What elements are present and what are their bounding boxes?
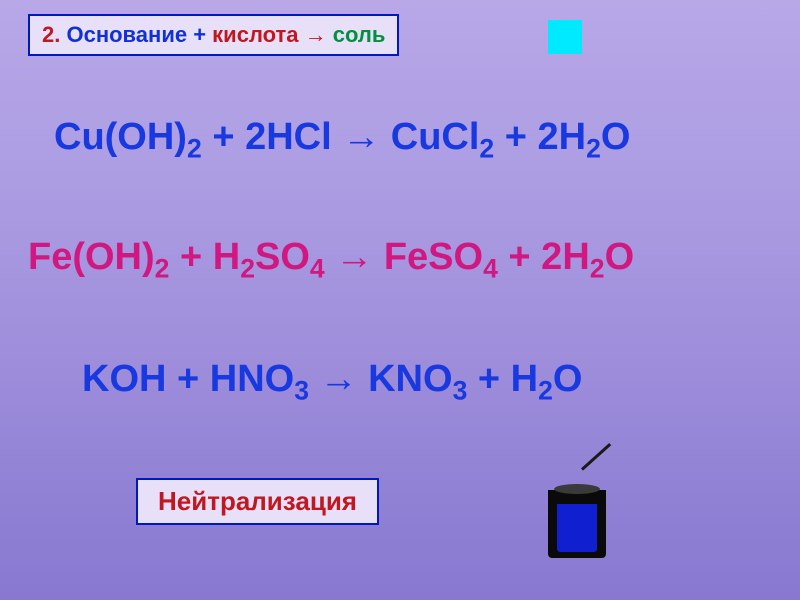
beaker-icon bbox=[548, 490, 606, 558]
decorative-square bbox=[548, 20, 582, 54]
label-text: Нейтрализация bbox=[158, 486, 357, 516]
title-box: 2. Основание + кислота → соль bbox=[28, 14, 399, 56]
title-acid: кислота bbox=[212, 22, 298, 47]
equation-3: KOH + HNO3 → KNO3 + H2O bbox=[82, 358, 582, 407]
title-base: Основание bbox=[66, 22, 187, 47]
neutralization-label: Нейтрализация bbox=[136, 478, 379, 525]
stirrer-icon bbox=[581, 443, 611, 471]
title-num: 2. bbox=[42, 22, 60, 47]
equation-2: Fe(OH)2 + H2SO4 → FeSO4 + 2H2O bbox=[28, 236, 634, 285]
beaker-image bbox=[548, 490, 606, 558]
title-arrow: → bbox=[305, 22, 333, 47]
equation-1: Cu(OH)2 + 2HCl → CuCl2 + 2H2O bbox=[54, 116, 630, 165]
title-salt: соль bbox=[333, 22, 386, 47]
title-plus: + bbox=[193, 22, 212, 47]
